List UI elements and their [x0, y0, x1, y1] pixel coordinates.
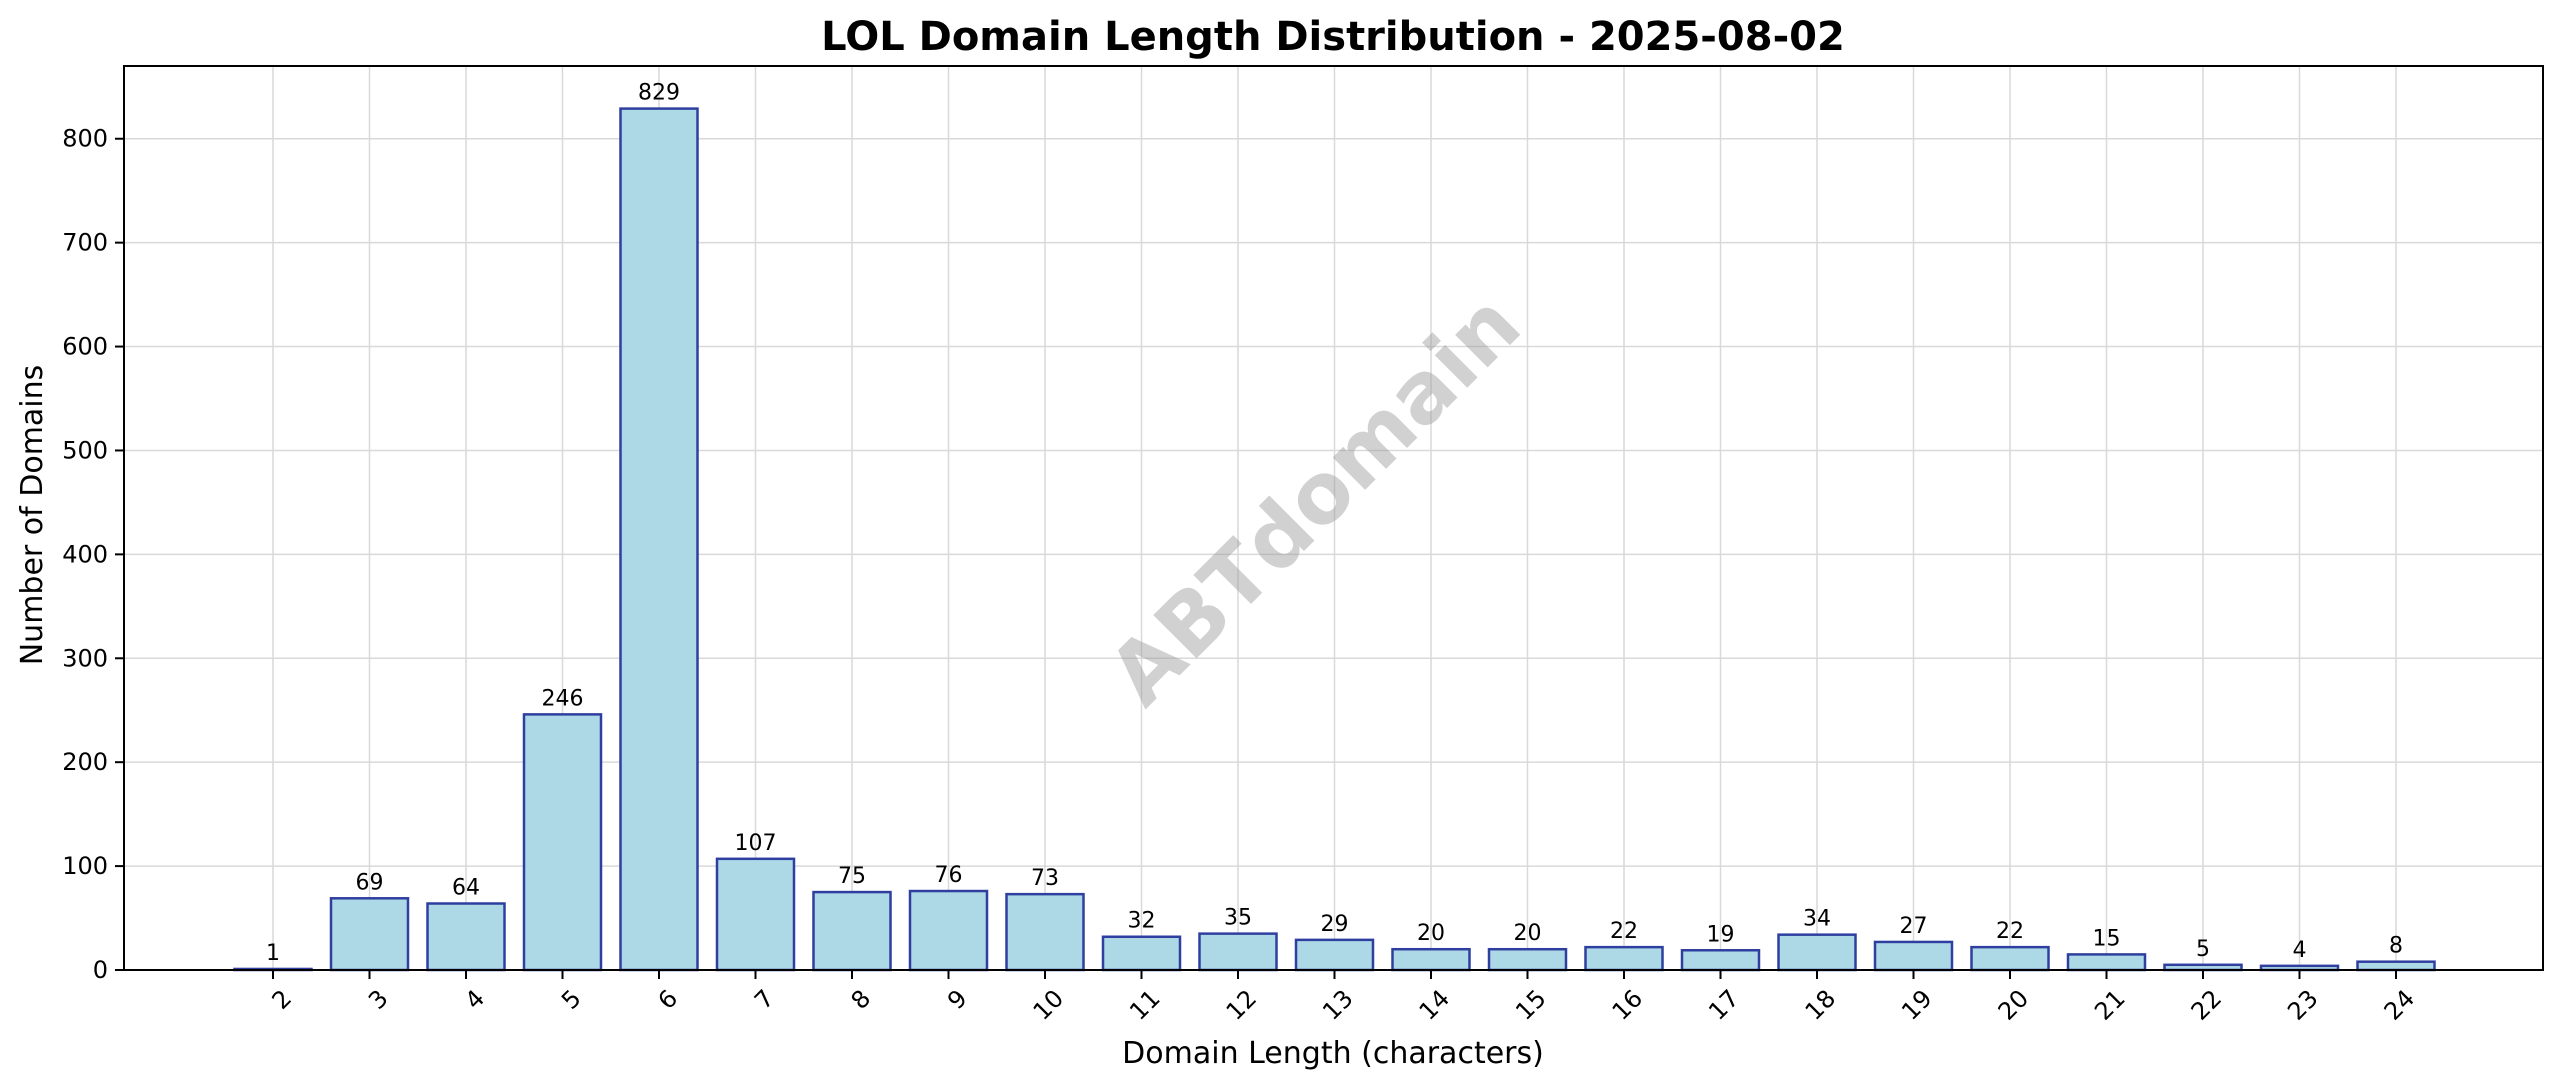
x-tick-label: 6	[653, 984, 684, 1015]
bar-value-label: 34	[1803, 907, 1831, 932]
x-axis-ticks: 2 3 4 5 6 7 8 9 10 11 12 13 14 15 16 17 18 19 20 21 22 23 24	[267, 970, 2420, 1026]
x-tick-label: 23	[2282, 984, 2323, 1025]
bar-value-label: 20	[1417, 921, 1445, 946]
bar-15	[1487, 947, 1568, 972]
bar-value-label: 22	[1996, 919, 2024, 944]
x-tick-label: 8	[846, 984, 877, 1015]
x-tick-label: 10	[1028, 984, 1069, 1025]
y-tick-label: 200	[62, 748, 108, 776]
x-tick-label: 7	[749, 984, 780, 1015]
x-tick-label: 20	[1993, 984, 2034, 1025]
x-tick-label: 2	[267, 984, 298, 1015]
bar-value-label: 32	[1128, 909, 1156, 934]
bar-9	[908, 889, 989, 972]
bar-value-label: 29	[1321, 912, 1349, 937]
x-tick-label: 18	[1800, 984, 1841, 1025]
bar-value-label: 27	[1900, 914, 1928, 939]
bar-value-label: 69	[356, 870, 384, 895]
bar-11	[1101, 935, 1182, 972]
y-tick-label: 100	[62, 852, 108, 880]
bar-12	[1198, 932, 1278, 972]
x-axis-label: Domain Length (characters)	[1122, 1036, 1544, 1071]
y-tick-label: 300	[62, 644, 108, 672]
bar-18	[1777, 933, 1857, 972]
bar-value-label: 22	[1610, 919, 1638, 944]
y-tick-label: 0	[93, 956, 108, 984]
bar-21	[2066, 953, 2147, 972]
bar-14	[1391, 947, 1471, 972]
bar-5	[522, 713, 603, 972]
bar-7	[715, 857, 796, 972]
bar-8	[812, 890, 892, 972]
x-tick-label: 13	[1317, 984, 1358, 1025]
x-tick-label: 22	[2186, 984, 2227, 1025]
bars	[233, 107, 2436, 972]
y-tick-label: 500	[62, 436, 108, 464]
bar-value-label: 35	[1224, 906, 1252, 931]
bar-17	[1680, 949, 1761, 972]
bar-value-label: 5	[2196, 937, 2210, 962]
bar-value-label: 76	[935, 863, 963, 888]
bar-13	[1294, 938, 1375, 972]
bar-4	[426, 902, 506, 972]
x-tick-label: 17	[1703, 984, 1744, 1025]
bar-value-label: 73	[1031, 866, 1059, 891]
x-tick-label: 4	[460, 984, 491, 1015]
y-axis-label: Number of Domains	[15, 365, 50, 666]
bar-value-label: 19	[1707, 922, 1735, 947]
x-tick-label: 9	[942, 984, 973, 1015]
bar-6	[619, 107, 699, 972]
bar-value-label: 107	[735, 831, 777, 856]
x-tick-label: 12	[1221, 984, 1262, 1025]
bar-19	[1873, 940, 1954, 972]
x-tick-label: 21	[2089, 984, 2130, 1025]
bar-value-label: 20	[1514, 921, 1542, 946]
bar-value-labels: 1 69 64 246 829 107 75 76 73 32 35 29 20 20 22 19 34 27 22…	[266, 81, 2403, 966]
watermark: ABTdomain	[1090, 275, 1539, 724]
bar-value-label: 829	[638, 81, 680, 106]
x-tick-label: 15	[1510, 984, 1551, 1025]
x-tick-label: 24	[2379, 984, 2420, 1025]
bar-10	[1005, 892, 1085, 972]
bar-value-label: 1	[266, 941, 280, 966]
x-tick-label: 19	[1896, 984, 1937, 1025]
bar-value-label: 4	[2293, 938, 2307, 963]
bar-16	[1584, 945, 1664, 972]
bar-value-label: 246	[542, 686, 584, 711]
watermark-text: ABTdomain	[1090, 275, 1539, 724]
y-tick-label: 400	[62, 540, 108, 568]
y-tick-label: 700	[62, 229, 108, 257]
bar-3	[329, 897, 410, 972]
bar-value-label: 15	[2093, 926, 2121, 951]
bar-value-label: 75	[838, 864, 866, 889]
chart-title: LOL Domain Length Distribution - 2025-08…	[821, 14, 1845, 60]
bar-value-label: 64	[452, 875, 480, 900]
x-tick-label: 3	[363, 984, 394, 1015]
x-tick-label: 14	[1414, 984, 1455, 1025]
y-tick-label: 800	[62, 125, 108, 153]
bar-value-label: 8	[2389, 934, 2403, 959]
bar-24	[2356, 960, 2436, 972]
x-tick-label: 5	[556, 984, 587, 1015]
bar-20	[1970, 945, 2050, 972]
y-tick-label: 600	[62, 333, 108, 361]
x-tick-label: 11	[1124, 984, 1165, 1025]
x-tick-label: 16	[1607, 984, 1648, 1025]
y-axis-ticks: 0 100 200 300 400 500 600 700 800	[62, 125, 124, 984]
